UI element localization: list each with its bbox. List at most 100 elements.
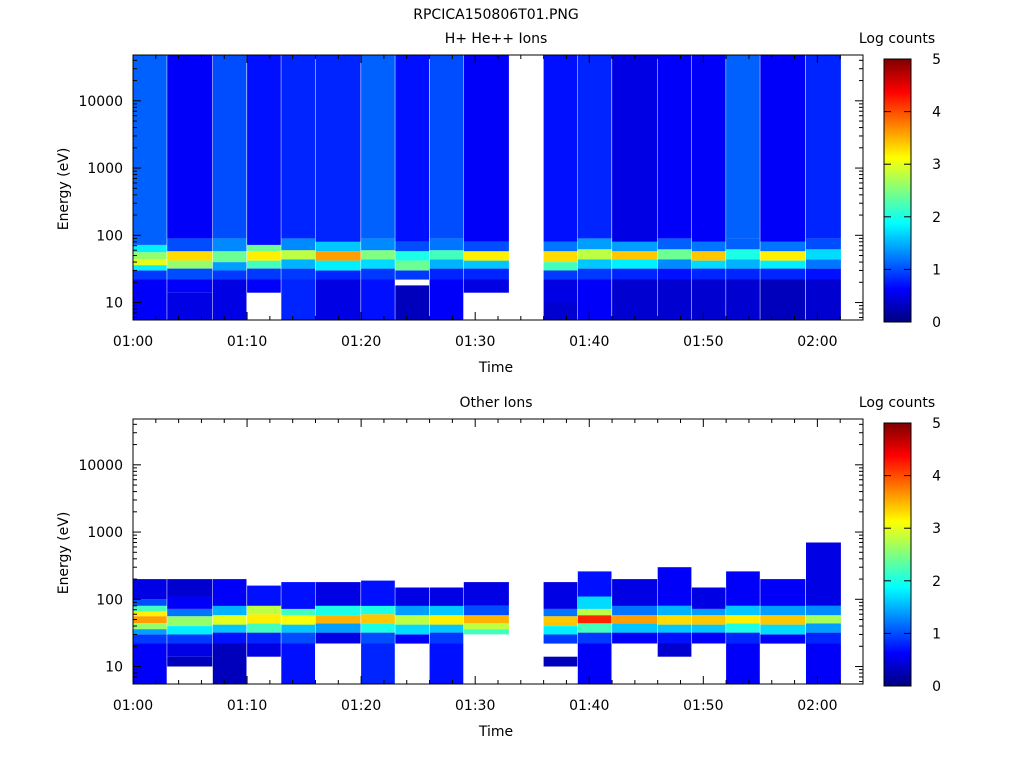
- cell-h-he-ions-0110-3: [247, 251, 281, 261]
- y-tick-label: 10000: [78, 458, 123, 474]
- cell-h-he-ions-0159-1: [806, 268, 841, 280]
- y-tick-label: 1000: [87, 161, 123, 177]
- cell-other-ions-0123-1: [395, 624, 429, 635]
- x-tick-label: 02:00: [797, 698, 837, 714]
- cell-h-he-ions-0100-5: [133, 244, 167, 253]
- cell-h-he-ions-0129-4: [463, 241, 509, 252]
- y-tick-label: 10000: [78, 94, 123, 110]
- cell-other-ions-0152-2: [726, 623, 760, 633]
- cell-h-he-ions-0100-0: [133, 279, 167, 320]
- cell-h-he-ions-0107-3: [212, 251, 247, 263]
- colorbar-tick-label: 3: [932, 521, 941, 537]
- cell-h-he-ions-0139-3: [577, 249, 612, 260]
- x-tick-label: 01:00: [113, 334, 153, 350]
- colorbar-tick-label: 1: [932, 626, 941, 642]
- cell-other-ions-0142-4: [612, 579, 658, 606]
- cell-other-ions-0120-4: [361, 605, 395, 615]
- cell-other-ions-0159-1: [806, 632, 841, 644]
- colorbar-tick-label: 4: [932, 469, 941, 485]
- cell-other-ions-0107-5: [212, 579, 247, 606]
- cell-other-ions-0123-3: [395, 605, 429, 616]
- cell-other-ions-0139-1: [577, 632, 612, 644]
- cell-other-ions-0129-3: [463, 605, 509, 616]
- cell-h-he-ions-0107-4: [212, 238, 247, 252]
- cell-other-ions-0113-1: [281, 632, 315, 644]
- cell-h-he-ions-0136-5: [543, 241, 578, 252]
- cell-h-he-ions-0142-3: [612, 251, 658, 260]
- colorbar-label-other: Log counts: [859, 395, 935, 411]
- cell-other-ions-0116-3: [315, 605, 361, 616]
- cell-h-he-ions-0126-5: [429, 55, 464, 239]
- x-tick-label: 01:10: [227, 334, 267, 350]
- cell-other-ions-0123-0: [395, 634, 429, 644]
- cell-h-he-ions-0152-0: [726, 279, 760, 320]
- cell-other-ions-0103-2: [167, 634, 213, 644]
- cell-other-ions-0107-3: [212, 615, 247, 625]
- cell-h-he-ions-0103-2: [167, 268, 213, 280]
- x-tick-label: 01:20: [341, 698, 381, 714]
- cell-h-he-ions-0123-0: [395, 285, 429, 320]
- cell-h-he-ions-0120-3: [361, 250, 395, 260]
- cell-h-he-ions-0155-2: [760, 260, 806, 269]
- cell-other-ions-0139-5: [577, 596, 612, 609]
- cell-other-ions-0100-0: [133, 643, 167, 684]
- cell-h-he-ions-0152-4: [726, 238, 760, 250]
- y-tick-label: 100: [96, 228, 123, 244]
- cell-h-he-ions-0110-5: [247, 55, 281, 245]
- cell-h-he-ions-0139-0: [577, 279, 612, 320]
- cell-h-he-ions-0155-5: [760, 55, 806, 242]
- cell-other-ions-0126-2: [429, 624, 464, 633]
- cell-other-ions-0100-3: [133, 623, 167, 630]
- cell-h-he-ions-0110-0: [247, 279, 281, 293]
- panel-h-he-ions: H+ He++ Ions Log counts 01:00 01:10 01:20 0…: [56, 31, 941, 376]
- cell-other-ions-0136-4: [543, 608, 578, 617]
- cell-h-he-ions-0149-0: [691, 279, 726, 320]
- cell-h-he-ions-0116-4: [315, 241, 361, 252]
- axes-h-he: 01:00 01:10 01:20 01:30 01:40 01:50 02:00 10 100…: [78, 54, 864, 350]
- cell-h-he-ions-0136-4: [543, 251, 578, 263]
- cell-other-ions-0110-2: [247, 623, 281, 633]
- cell-other-ions-0136-0: [543, 656, 578, 667]
- cell-h-he-ions-0142-4: [612, 241, 658, 252]
- cell-other-ions-0116-1: [315, 623, 361, 633]
- heatmap-cells-h-he: [133, 55, 841, 320]
- colorbar-label-h-he: Log counts: [859, 31, 935, 47]
- cell-h-he-ions-0142-1: [612, 268, 658, 280]
- y-tick-label: 100: [96, 592, 123, 608]
- cell-h-he-ions-0123-1: [395, 270, 429, 280]
- cell-other-ions-0152-0: [726, 643, 760, 684]
- cell-other-ions-0136-2: [543, 626, 578, 635]
- cell-other-ions-0159-5: [806, 542, 841, 606]
- cell-h-he-ions-0159-5: [806, 55, 841, 239]
- colorbar-other: 0 1 2 3 4 5: [883, 416, 941, 695]
- x-tick-label: 01:40: [569, 698, 609, 714]
- cell-h-he-ions-0146-5: [657, 55, 692, 239]
- cell-other-ions-0107-2: [212, 624, 247, 633]
- cell-h-he-ions-0103-4: [167, 251, 213, 261]
- cell-h-he-ions-0129-2: [463, 260, 509, 269]
- cell-other-ions-0155-0: [760, 634, 806, 644]
- cell-other-ions-0100-7: [133, 599, 167, 606]
- cell-h-he-ions-0146-0: [657, 279, 692, 320]
- cell-h-he-ions-0123-2: [395, 260, 429, 271]
- cell-h-he-ions-0126-4: [429, 238, 464, 251]
- cell-other-ions-0103-5: [167, 608, 213, 617]
- cell-h-he-ions-0110-4: [247, 244, 281, 252]
- cell-h-he-ions-0103-1: [167, 279, 213, 293]
- panel-title-other: Other Ions: [459, 395, 532, 411]
- cell-h-he-ions-0155-1: [760, 268, 806, 280]
- cell-h-he-ions-0129-3: [463, 251, 509, 261]
- cell-other-ions-0155-4: [760, 579, 806, 606]
- cell-other-ions-0100-5: [133, 611, 167, 617]
- cell-h-he-ions-0107-2: [212, 262, 247, 271]
- cell-other-ions-0136-3: [543, 616, 578, 626]
- cell-h-he-ions-0116-5: [315, 55, 361, 242]
- cell-other-ions-0126-1: [429, 632, 464, 644]
- cell-h-he-ions-0126-1: [429, 268, 464, 280]
- cell-other-ions-0116-4: [315, 582, 361, 606]
- cell-other-ions-0155-2: [760, 615, 806, 625]
- cell-h-he-ions-0136-6: [543, 55, 578, 242]
- cell-h-he-ions-0113-5: [281, 55, 315, 239]
- cell-other-ions-0159-0: [806, 643, 841, 684]
- cell-other-ions-0146-4: [657, 605, 692, 616]
